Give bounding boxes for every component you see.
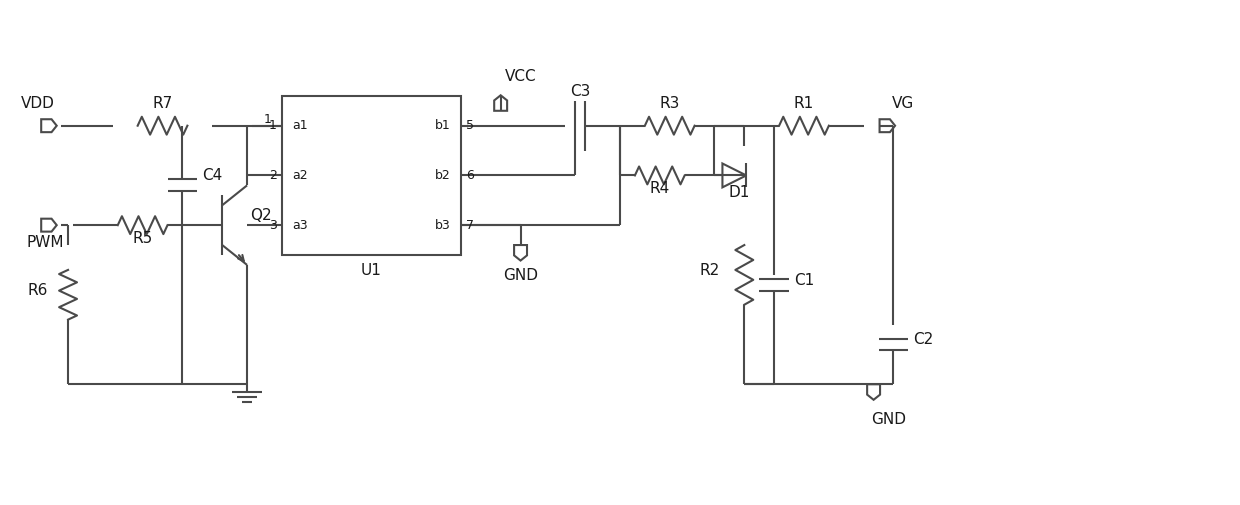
Text: 7: 7 xyxy=(466,219,474,232)
Text: b2: b2 xyxy=(435,169,451,182)
Text: VDD: VDD xyxy=(21,96,55,111)
Text: R4: R4 xyxy=(650,181,670,196)
Text: C2: C2 xyxy=(914,332,934,347)
Text: 1: 1 xyxy=(264,113,272,126)
Text: 3: 3 xyxy=(269,219,277,232)
Text: C1: C1 xyxy=(794,273,815,288)
Text: R5: R5 xyxy=(133,231,153,246)
Text: C3: C3 xyxy=(570,84,590,99)
Text: 6: 6 xyxy=(466,169,474,182)
Text: C4: C4 xyxy=(202,168,222,183)
Text: R2: R2 xyxy=(699,263,719,278)
Text: PWM: PWM xyxy=(26,235,64,250)
Text: D1: D1 xyxy=(729,185,750,200)
Text: 5: 5 xyxy=(466,119,474,132)
Text: VG: VG xyxy=(893,96,915,111)
Bar xyxy=(281,96,461,255)
Text: a2: a2 xyxy=(291,169,308,182)
Text: Q2: Q2 xyxy=(250,208,272,223)
Text: U1: U1 xyxy=(361,263,382,278)
Text: b1: b1 xyxy=(435,119,451,132)
Text: 1: 1 xyxy=(269,119,277,132)
Text: R3: R3 xyxy=(660,96,680,111)
Text: R1: R1 xyxy=(794,96,815,111)
Text: a1: a1 xyxy=(291,119,308,132)
Text: VCC: VCC xyxy=(505,69,537,84)
Text: 2: 2 xyxy=(269,169,277,182)
Text: a3: a3 xyxy=(291,219,308,232)
Text: R7: R7 xyxy=(153,96,172,111)
Text: GND: GND xyxy=(870,412,906,427)
Text: R6: R6 xyxy=(27,283,48,298)
Text: b3: b3 xyxy=(435,219,451,232)
Text: GND: GND xyxy=(503,268,538,283)
